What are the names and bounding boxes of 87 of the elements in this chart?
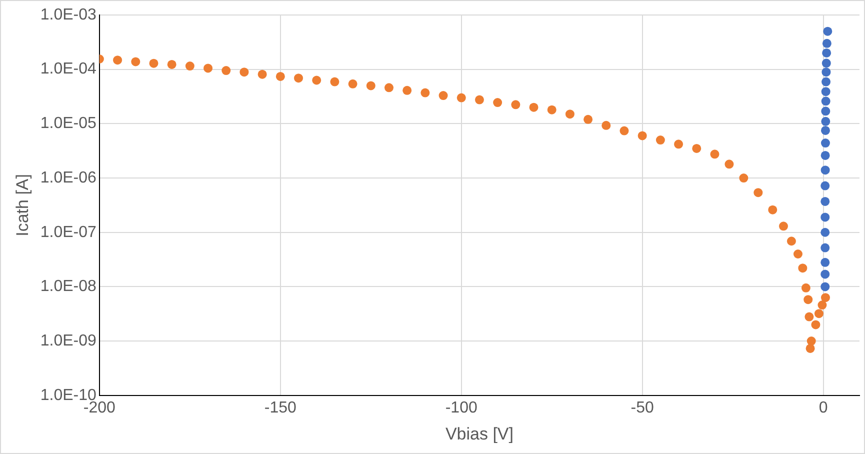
point [820,258,830,267]
point [348,79,358,88]
point [185,62,194,71]
point [818,300,827,310]
point [821,87,830,96]
x-axis-title: Vbias [V] [445,424,514,444]
point [710,150,720,159]
point [822,38,832,48]
y-tick-label: 1.0E-04 [40,60,97,78]
point [811,320,820,330]
point [113,56,122,65]
point [565,110,574,119]
point [584,114,593,124]
point [798,264,808,273]
point [820,138,830,148]
point [674,140,684,149]
point [739,174,748,183]
y-tick-label: 1.0E-09 [40,332,97,350]
point [420,88,430,98]
point [131,57,140,66]
point [821,106,830,116]
y-tick-label: 1.0E-06 [40,169,97,186]
point [222,66,231,76]
point [167,60,176,69]
point [778,222,788,231]
point [456,93,466,102]
point [149,58,158,68]
point [820,228,830,237]
y-tick-label: 1.0E-07 [40,224,97,241]
point [806,344,815,353]
point [822,48,832,58]
point [656,136,665,145]
point [493,98,502,108]
point [820,181,830,190]
point [768,205,778,214]
point [820,196,830,206]
point [258,70,267,79]
point [240,68,249,77]
y-axis-title: Icath [A] [12,174,32,236]
point [822,77,831,86]
y-tick-label: 1.0E-03 [40,6,97,24]
point [823,26,832,36]
point [822,68,831,77]
x-tick-label: 0 [818,399,828,416]
point [804,312,814,322]
point [511,100,520,110]
x-tick-label: -200 [83,399,116,416]
point [814,309,824,318]
point [821,96,830,106]
point [820,282,830,292]
point [786,236,796,246]
point [547,105,556,114]
point [793,249,802,258]
point [692,144,702,153]
point [820,150,830,160]
point [638,131,647,140]
point [821,116,830,126]
point [620,126,629,136]
point [820,270,830,279]
point [204,64,213,73]
point [312,76,322,85]
point [820,126,830,135]
point [438,91,448,100]
x-tick-label: -100 [445,399,478,416]
point [820,293,830,302]
point [801,283,810,292]
point [402,86,412,95]
point [820,212,830,222]
point [724,160,734,169]
point [804,295,813,304]
point [276,72,285,81]
point [754,188,763,198]
point [820,166,830,175]
point [330,77,340,86]
point [806,336,816,346]
point [820,243,830,252]
point [366,81,376,90]
y-tick-label: 1.0E-05 [40,115,97,132]
point [529,102,538,112]
x-tick-label: -50 [630,399,654,416]
point [474,95,484,104]
point [822,58,831,68]
point [294,74,304,83]
point [384,83,394,92]
y-tick-label: 1.0E-08 [40,278,97,296]
point [602,120,611,130]
x-tick-label: -150 [264,399,297,416]
